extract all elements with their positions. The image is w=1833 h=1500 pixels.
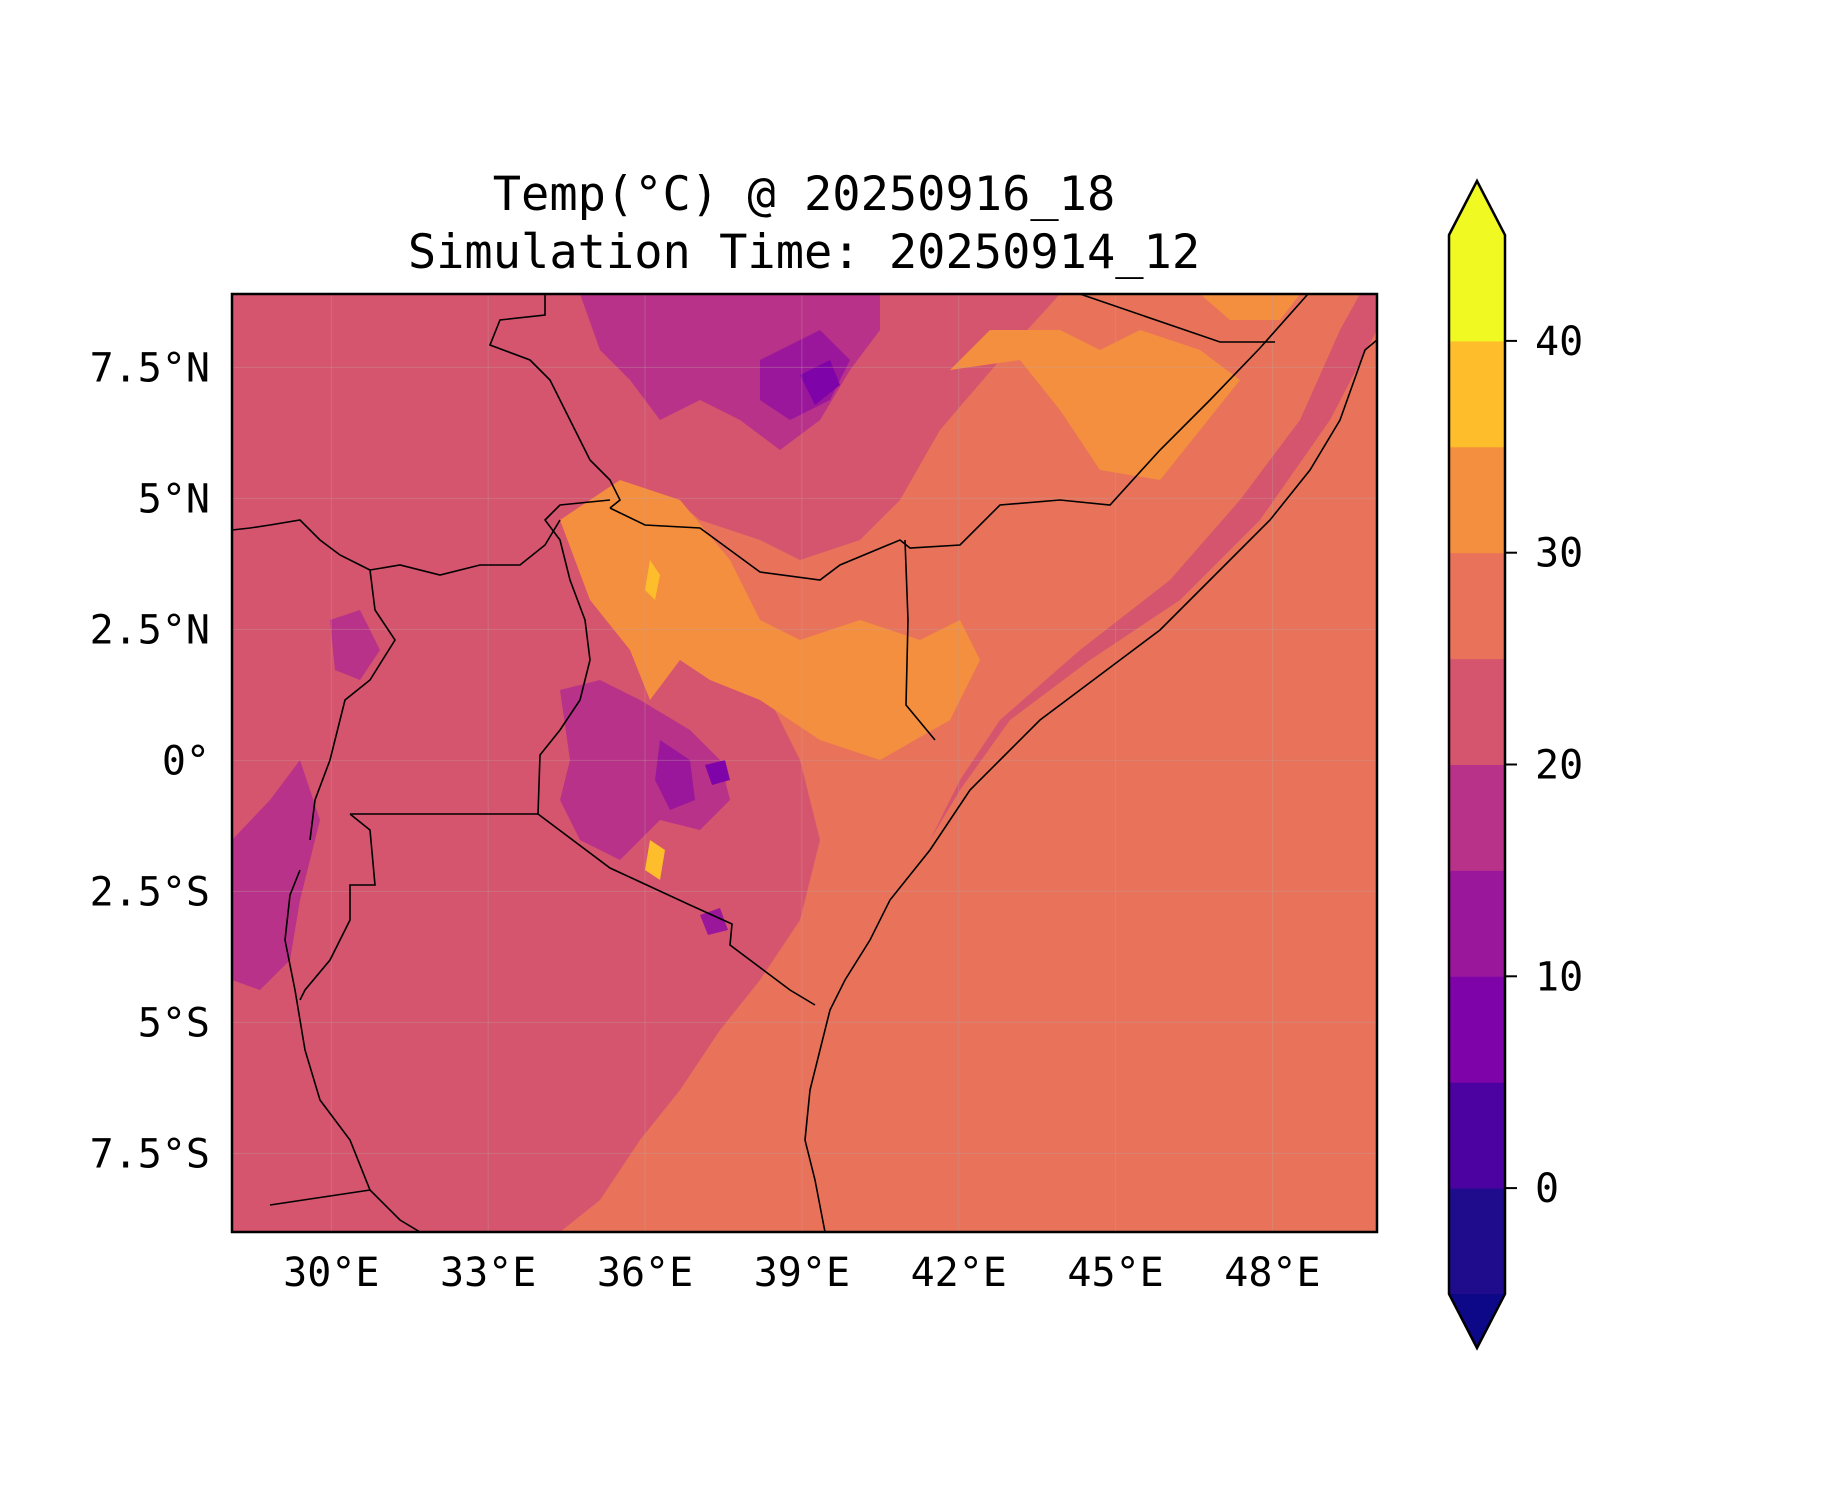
colorbar-extend-min bbox=[1449, 1294, 1505, 1348]
colorbar-tick-label: 0 bbox=[1535, 1166, 1559, 1212]
border-south-sudan-drc bbox=[232, 519, 371, 571]
colorbar-segment bbox=[1449, 446, 1505, 554]
lon-tick-label: 39°E bbox=[754, 1250, 850, 1296]
border-rwanda-burundi bbox=[299, 813, 376, 1001]
temp-region-15-20-kenya bbox=[560, 680, 730, 860]
gridlines bbox=[232, 294, 1377, 1232]
temp-region-15-20-rift bbox=[232, 760, 320, 990]
colorbar: 0 10 20 30 40 bbox=[1447, 178, 1583, 1351]
title-line-1: Temp(°C) @ 20250916_18 bbox=[493, 167, 1116, 222]
border-south-sudan-uganda bbox=[369, 519, 561, 576]
temp-region-10-15-kenya bbox=[655, 740, 695, 810]
lat-tick-label: 7.5°N bbox=[90, 345, 210, 391]
temp-region-35-40-lake bbox=[645, 840, 665, 880]
colorbar-outline bbox=[1447, 178, 1507, 1351]
colorbar-tick-label: 20 bbox=[1535, 743, 1583, 789]
map-frame bbox=[230, 292, 1379, 1234]
lat-tick-label: 5°N bbox=[138, 476, 210, 522]
temp-region-35-40 bbox=[645, 560, 660, 600]
colorbar-segment bbox=[1449, 764, 1505, 871]
temperature-field bbox=[232, 294, 1377, 1232]
latitude-axis: 7.5°N 5°N 2.5°N 0° 2.5°S 5°S 7.5°S bbox=[90, 345, 210, 1177]
border-kenya-somalia bbox=[904, 539, 936, 741]
temp-region-5-10-kenya bbox=[705, 760, 730, 785]
lat-tick-label: 7.5°S bbox=[90, 1131, 210, 1177]
border-ethiopia-kenya bbox=[609, 294, 1309, 581]
lon-tick-label: 36°E bbox=[597, 1250, 693, 1296]
border-drc-uganda bbox=[309, 569, 396, 841]
border-sudan-ethiopia bbox=[488, 294, 622, 509]
map-panel bbox=[232, 294, 1377, 1232]
border-uganda-kenya bbox=[537, 499, 611, 815]
colorbar-segment bbox=[1449, 976, 1505, 1083]
borders bbox=[232, 294, 1377, 1232]
temp-region-30-35-gulf bbox=[1200, 294, 1300, 320]
colorbar-segment bbox=[1449, 552, 1505, 660]
longitude-axis: 30°E 33°E 36°E 39°E 42°E 45°E 48°E bbox=[283, 1250, 1320, 1296]
colorbar-extend-max bbox=[1449, 181, 1505, 235]
colorbar-segment bbox=[1449, 1188, 1505, 1295]
colorbar-segment bbox=[1449, 235, 1505, 342]
lat-tick-label: 5°S bbox=[138, 1000, 210, 1046]
border-somaliland bbox=[1079, 294, 1275, 343]
lon-tick-label: 48°E bbox=[1224, 1250, 1320, 1296]
lon-tick-label: 30°E bbox=[283, 1250, 379, 1296]
border-zambia-tanzania bbox=[269, 1189, 371, 1206]
lat-tick-label: 0° bbox=[162, 738, 210, 784]
title-line-2: Simulation Time: 20250914_12 bbox=[408, 225, 1200, 280]
temp-region-15-20-uganda bbox=[330, 610, 380, 680]
colorbar-segment bbox=[1449, 1082, 1505, 1189]
colorbar-tick-label: 30 bbox=[1535, 531, 1583, 577]
lat-tick-label: 2.5°N bbox=[90, 607, 210, 653]
border-kenya-tanzania bbox=[537, 813, 816, 1006]
colorbar-segment bbox=[1449, 658, 1505, 765]
temp-region-5-10-ethiopia bbox=[800, 360, 840, 405]
lon-tick-label: 33°E bbox=[440, 1250, 536, 1296]
colorbar-segment bbox=[1449, 340, 1505, 448]
temp-region-30-35-turkana bbox=[560, 480, 980, 760]
colorbar-segment bbox=[1449, 870, 1505, 977]
temp-region-20-25-coast bbox=[930, 294, 1377, 840]
lon-tick-label: 42°E bbox=[911, 1250, 1007, 1296]
temp-region-10-15-kili bbox=[700, 908, 728, 935]
lon-tick-label: 45°E bbox=[1067, 1250, 1163, 1296]
border-lake-tanganyika bbox=[284, 869, 421, 1232]
colorbar-tick-label: 10 bbox=[1535, 954, 1583, 1000]
lat-tick-label: 2.5°S bbox=[90, 869, 210, 915]
colorbar-tick-label: 40 bbox=[1535, 319, 1583, 365]
coastline bbox=[804, 339, 1377, 1232]
